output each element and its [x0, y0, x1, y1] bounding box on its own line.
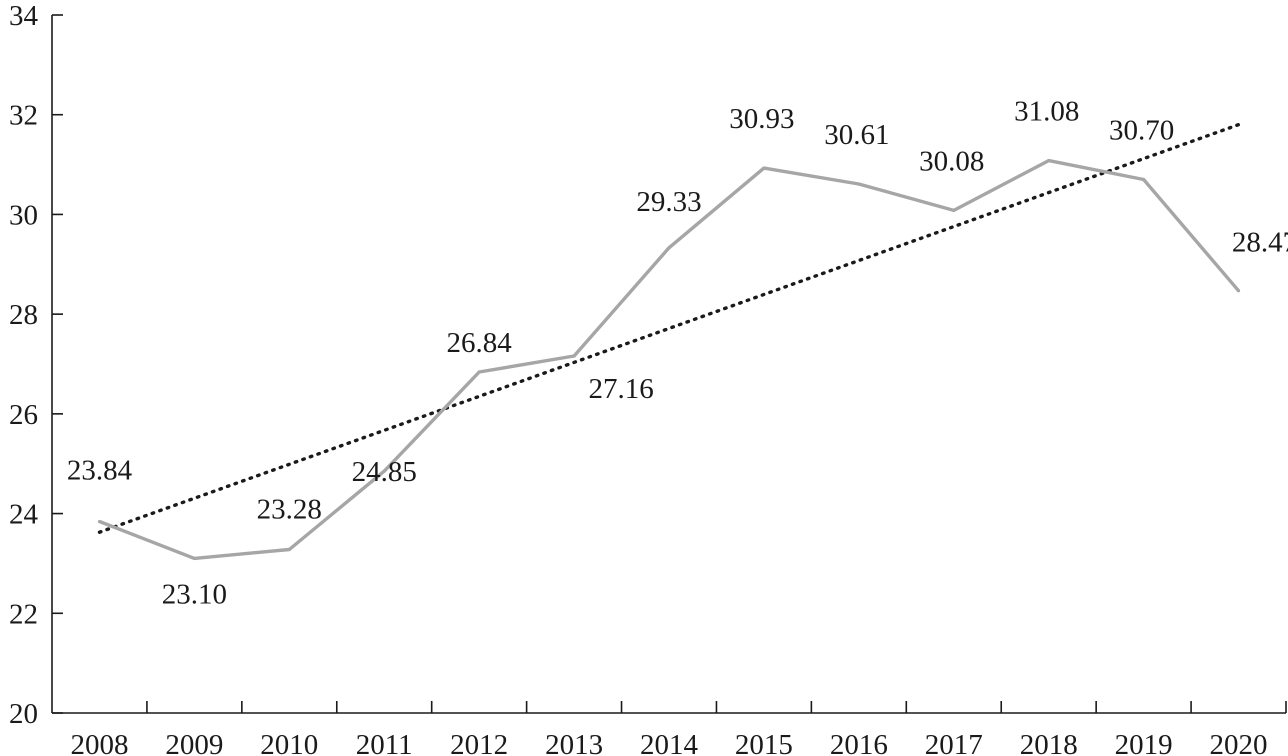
- x-tick-label: 2014: [640, 729, 699, 756]
- data-point: [572, 354, 576, 358]
- x-tick-label: 2012: [450, 729, 508, 756]
- x-tick-label: 2008: [70, 729, 128, 756]
- x-axis: 2008 2009 2010 2011 2012 2013 2014 2015 2016 2017…: [52, 701, 1287, 756]
- y-tick-label: 26: [9, 399, 38, 431]
- data-point: [667, 246, 671, 250]
- x-tick-label: 2019: [1115, 729, 1173, 756]
- y-tick-label: 22: [9, 598, 38, 630]
- data-point: [1047, 158, 1051, 163]
- x-tick-label: 2010: [260, 729, 318, 756]
- data-labels: 23.84 23.10 23.28 24.85 26.84 27.16 29.33 30.93…: [67, 96, 1288, 611]
- y-axis: 20 22 24 26 28 30 32 34: [9, 0, 63, 730]
- data-label: 30.93: [729, 103, 794, 135]
- x-tick-label: 2016: [830, 729, 888, 756]
- data-label: 23.28: [257, 493, 322, 525]
- data-point: [477, 370, 481, 374]
- data-label: 23.84: [67, 455, 133, 487]
- x-tick-label: 2018: [1020, 729, 1078, 756]
- data-label: 31.08: [1014, 96, 1079, 128]
- data-label: 29.33: [636, 186, 701, 218]
- data-label: 23.10: [162, 578, 227, 610]
- data-point: [762, 166, 766, 170]
- data-label: 27.16: [588, 373, 653, 405]
- data-point: [287, 547, 291, 552]
- data-point: [857, 182, 861, 186]
- x-tick-label: 2017: [925, 729, 983, 756]
- data-point: [952, 208, 956, 213]
- data-point: [97, 519, 102, 524]
- y-tick-label: 20: [9, 698, 38, 730]
- data-point: [1236, 289, 1241, 293]
- data-label: 30.08: [919, 145, 984, 177]
- x-tick-label: 2015: [735, 729, 793, 756]
- data-label: 24.85: [352, 456, 417, 488]
- series-layer: [97, 158, 1241, 561]
- x-tick-label: 2011: [356, 729, 413, 756]
- linear-trendline: [97, 122, 1241, 534]
- x-tick-label: 2009: [165, 729, 223, 756]
- data-point: [192, 556, 196, 561]
- trendline-layer: [97, 122, 1241, 534]
- data-label: 30.61: [824, 119, 889, 151]
- y-tick-label: 32: [9, 100, 38, 132]
- data-point: [382, 469, 386, 473]
- x-tick-label: 2020: [1210, 729, 1268, 756]
- data-point: [1142, 177, 1146, 182]
- y-tick-label: 24: [9, 499, 39, 531]
- data-label: 26.84: [447, 327, 513, 359]
- y-tick-label: 34: [9, 0, 39, 32]
- y-tick-label: 28: [9, 299, 38, 331]
- x-tick-label: 2013: [545, 729, 603, 756]
- data-label: 28.47: [1232, 227, 1288, 259]
- data-label: 30.70: [1109, 115, 1174, 147]
- y-tick-label: 30: [9, 199, 38, 231]
